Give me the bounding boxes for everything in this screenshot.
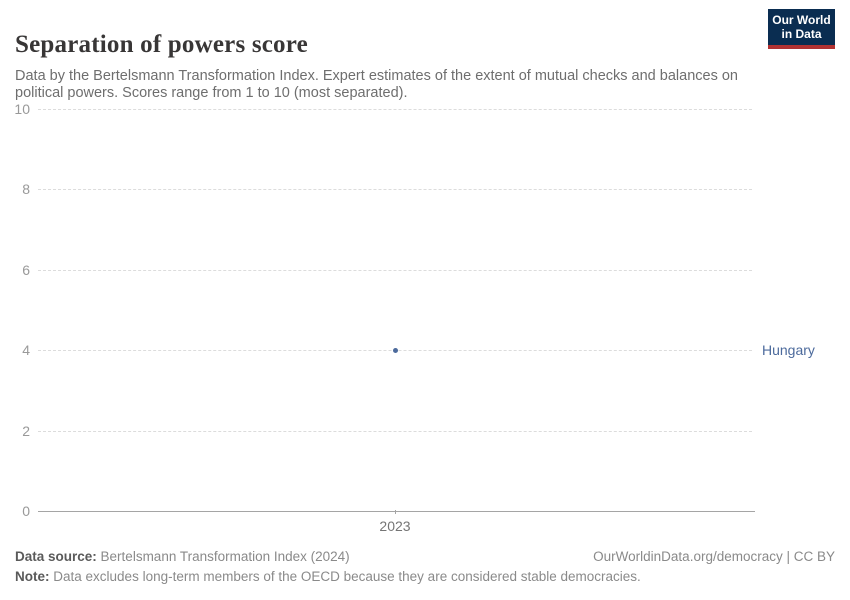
y-gridline (38, 430, 752, 432)
data-point-hungary[interactable] (392, 347, 398, 353)
page-title: Separation of powers score (15, 30, 308, 58)
y-tick-label: 0 (22, 503, 30, 519)
owid-logo[interactable]: Our World in Data (768, 9, 835, 49)
y-gridline (38, 269, 752, 271)
chart-subtitle: Data by the Bertelsmann Transformation I… (15, 67, 738, 102)
x-axis-line (38, 511, 755, 512)
y-gridline (38, 109, 752, 110)
note-value: Data excludes long-term members of the O… (53, 569, 641, 584)
rights-link[interactable]: OurWorldinData.org/democracy | CC BY (593, 549, 835, 564)
x-tick-label: 2023 (379, 518, 411, 534)
data-source-label: Data source: (15, 549, 97, 564)
data-source-value: Bertelsmann Transformation Index (2024) (100, 549, 350, 564)
note-line: Note: Data excludes long-term members of… (15, 569, 641, 584)
x-tick-mark (395, 510, 396, 514)
y-tick-label: 4 (22, 342, 30, 359)
note-label: Note: (15, 569, 50, 584)
owid-logo-line2: in Data (781, 27, 822, 41)
entity-label-hungary[interactable]: Hungary (762, 342, 815, 359)
y-tick-label: 6 (22, 261, 30, 278)
plot-area: 0 2 4 6 8 10 2023 Hungary (14, 101, 815, 534)
y-gridline (38, 189, 752, 191)
y-tick-label: 8 (22, 181, 30, 198)
data-source-line: Data source: Bertelsmann Transformation … (15, 549, 350, 564)
y-tick-label: 10 (14, 101, 30, 117)
owid-logo-line1: Our World (772, 13, 831, 27)
y-tick-label: 2 (22, 422, 30, 439)
